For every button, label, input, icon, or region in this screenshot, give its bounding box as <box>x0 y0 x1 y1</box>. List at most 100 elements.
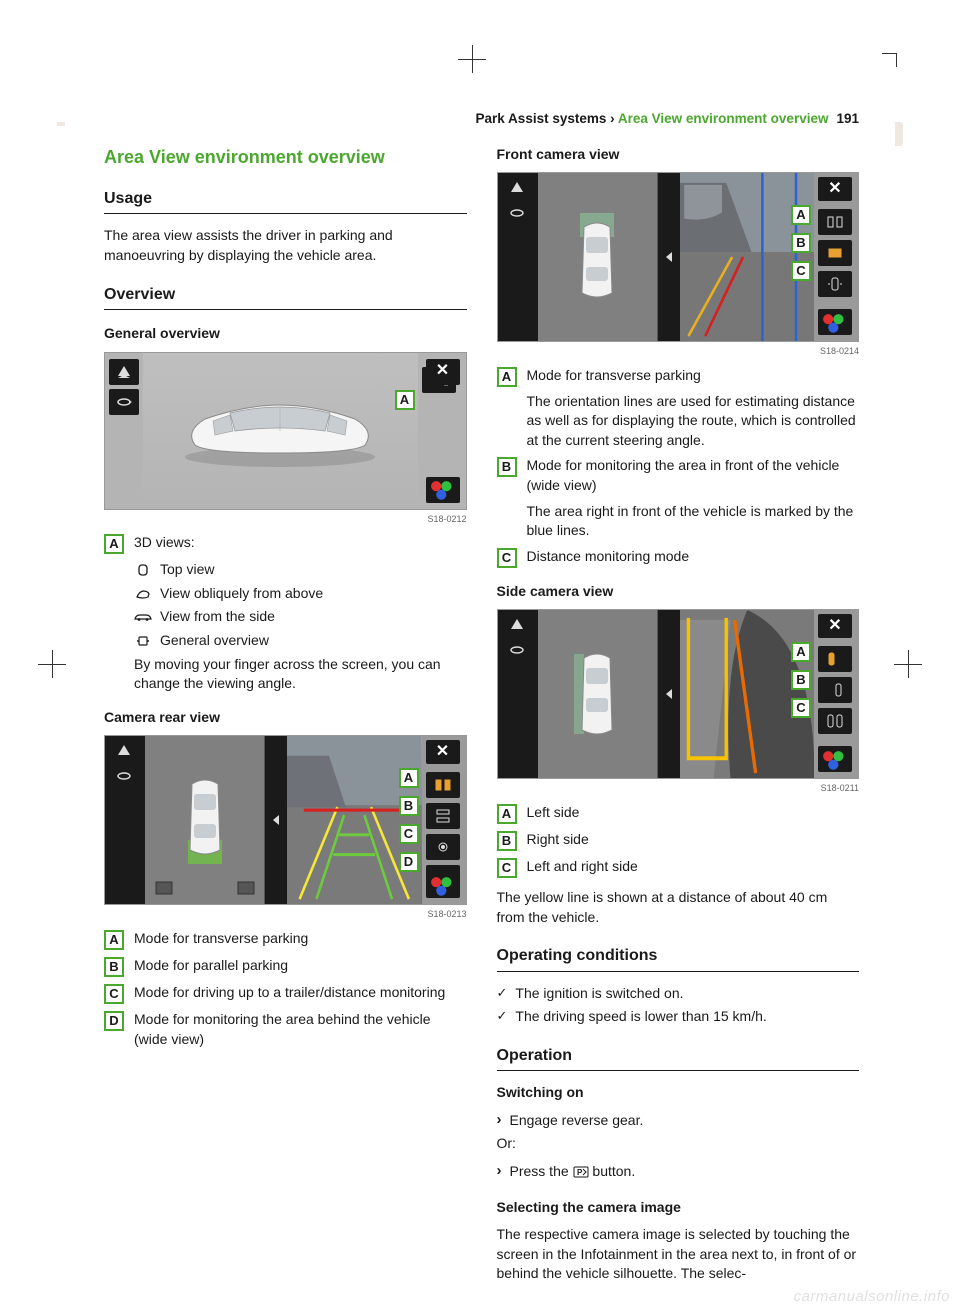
mode-distance-icon <box>818 271 852 297</box>
step-item: Engage reverse gear. <box>497 1111 860 1131</box>
callout-c: C <box>791 698 811 718</box>
side-heading: Side camera view <box>497 582 860 602</box>
palette-icon <box>818 309 852 335</box>
car-top-icon <box>182 772 228 868</box>
operation-heading: Operation <box>497 1045 860 1071</box>
legend-text: Right side <box>527 830 860 851</box>
legend-text: Left and right side <box>527 857 860 878</box>
legend-key: A <box>497 804 517 824</box>
legend-row: C Mode for driving up to a trailer/dista… <box>104 983 467 1004</box>
switching-on-heading: Switching on <box>497 1083 860 1103</box>
fig-rear-camera: ✕ A B C D <box>104 735 467 905</box>
view-toggle-icon <box>109 359 139 385</box>
view-toggle-icon <box>108 740 140 762</box>
legend-text: Mode for transverse parking <box>527 366 860 386</box>
legend-row: B Mode for monitoring the area in front … <box>497 456 860 540</box>
legend-row: B Right side <box>497 830 860 851</box>
collapse-arrow-icon <box>265 736 287 904</box>
car-top-icon <box>574 646 620 742</box>
legend-row: B Mode for parallel parking <box>104 956 467 977</box>
front-camera-scene <box>680 173 815 341</box>
callout-c: C <box>399 824 419 844</box>
palette-icon <box>426 477 460 503</box>
collapse-arrow-icon <box>658 610 680 778</box>
palette-icon <box>818 746 852 772</box>
legend-sub: View from the side <box>134 607 467 627</box>
fig-front-camera: ✕ A B C <box>497 172 860 342</box>
top-view-icon <box>134 564 152 576</box>
running-head: Park Assist systems › Area View environm… <box>104 110 859 129</box>
p-button-icon: P <box>573 1164 589 1184</box>
legend-extra: The orientation lines are used for estim… <box>527 392 860 451</box>
crop-mark <box>882 53 910 81</box>
view-toggle-icon <box>501 614 533 636</box>
side-view-icon <box>134 612 152 622</box>
legend-text: Mode for parallel parking <box>134 956 467 977</box>
usage-body: The area view assists the driver in park… <box>104 226 467 265</box>
legend-key: B <box>497 831 517 851</box>
fig-id: S18-0211 <box>497 782 860 795</box>
watermark: carmanualsonline.info <box>794 1286 950 1307</box>
right-column: Front camera view <box>497 145 860 1292</box>
crop-mark <box>38 650 66 678</box>
mode-trailer-icon <box>426 834 460 860</box>
fig-side-camera: ✕ A B C <box>497 609 860 779</box>
close-icon: ✕ <box>818 177 852 201</box>
collapse-arrow-icon <box>658 173 680 341</box>
legend-text: Mode for monitoring the area in front of… <box>527 456 860 495</box>
legend-row: D Mode for monitoring the area behind th… <box>104 1010 467 1049</box>
legend-key: B <box>104 957 124 977</box>
legend-extra: The area right in front of the vehicle i… <box>527 502 860 541</box>
callout-a: A <box>399 768 419 788</box>
side-camera-scene <box>680 610 815 778</box>
close-icon: ✕ <box>426 740 460 764</box>
view-rotate-icon <box>109 389 139 415</box>
legend-key: B <box>497 457 517 477</box>
palette-icon <box>426 872 460 898</box>
legend-row: A 3D views: <box>104 533 467 554</box>
legend-note: By moving your finger across the screen,… <box>134 655 467 694</box>
oblique-view-icon <box>134 588 152 600</box>
legend-text: 3D views: <box>134 533 467 554</box>
legend-text: Mode for monitoring the area behind the … <box>134 1010 467 1049</box>
mode-transverse-icon <box>818 209 852 235</box>
legend-text: Left side <box>527 803 860 824</box>
callout-a: A <box>395 390 415 410</box>
fig-id: S18-0213 <box>104 908 467 921</box>
mode-both-icon <box>818 708 852 734</box>
front-heading: Front camera view <box>497 145 860 165</box>
general-view-icon <box>134 635 152 647</box>
fig-general-overview: ✕ 3D A <box>104 352 467 510</box>
legend-key: A <box>104 930 124 950</box>
selecting-heading: Selecting the camera image <box>497 1198 860 1218</box>
general-overview-heading: General overview <box>104 324 467 344</box>
condition-item: The ignition is switched on. <box>497 984 860 1004</box>
mode-transverse-icon <box>426 772 460 798</box>
page-title: Area View environment overview <box>104 145 467 170</box>
close-icon: ✕ <box>426 359 460 385</box>
car-silhouette-icon <box>175 387 385 475</box>
view-rotate-icon <box>501 202 533 224</box>
mode-right-icon <box>818 677 852 703</box>
view-rotate-icon <box>108 765 140 787</box>
fig-id: S18-0212 <box>104 513 467 526</box>
mode-parallel-icon <box>426 803 460 829</box>
crop-mark <box>894 650 922 678</box>
legend-sub: Top view <box>134 560 467 580</box>
or-text: Or: <box>497 1134 860 1154</box>
legend-row: A Mode for transverse parking <box>104 929 467 950</box>
callout-d: D <box>399 852 419 872</box>
callout-b: B <box>791 670 811 690</box>
rh-section: Park Assist systems <box>476 111 607 126</box>
rear-heading: Camera rear view <box>104 708 467 728</box>
page-content: Park Assist systems › Area View environm… <box>104 110 859 1292</box>
selecting-body: The respective camera image is selected … <box>497 1225 860 1284</box>
car-top-icon <box>574 209 620 305</box>
rh-page: 191 <box>836 111 859 126</box>
close-icon: ✕ <box>818 614 852 638</box>
fig-id: S18-0214 <box>497 345 860 358</box>
rh-subsection: Area View environment overview <box>618 111 829 126</box>
legend-row: A Mode for transverse parking The orient… <box>497 366 860 450</box>
view-toggle-icon <box>501 177 533 199</box>
callout-a: A <box>791 642 811 662</box>
